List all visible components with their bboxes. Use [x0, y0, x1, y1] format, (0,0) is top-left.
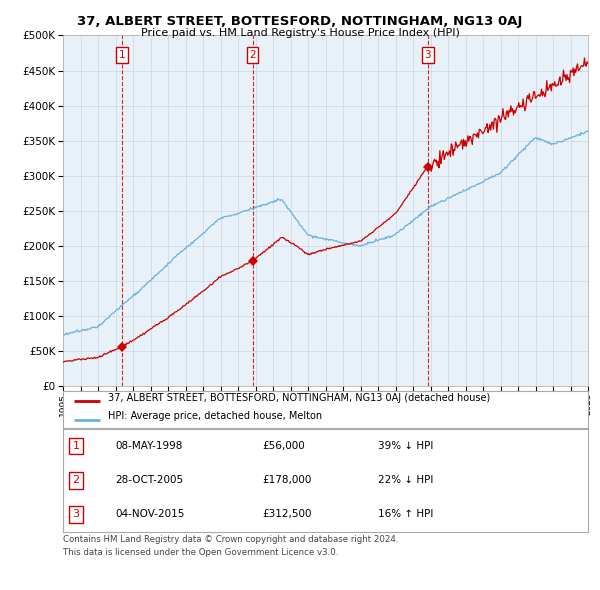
- Text: 08-MAY-1998: 08-MAY-1998: [115, 441, 183, 451]
- Text: 04-NOV-2015: 04-NOV-2015: [115, 510, 185, 519]
- Text: 22% ↓ HPI: 22% ↓ HPI: [378, 476, 433, 485]
- Text: 3: 3: [424, 50, 431, 60]
- Text: 28-OCT-2005: 28-OCT-2005: [115, 476, 184, 485]
- Text: Price paid vs. HM Land Registry's House Price Index (HPI): Price paid vs. HM Land Registry's House …: [140, 28, 460, 38]
- Text: £56,000: £56,000: [263, 441, 305, 451]
- Text: 3: 3: [73, 510, 80, 519]
- Text: £178,000: £178,000: [263, 476, 312, 485]
- Text: 37, ALBERT STREET, BOTTESFORD, NOTTINGHAM, NG13 0AJ: 37, ALBERT STREET, BOTTESFORD, NOTTINGHA…: [77, 15, 523, 28]
- Text: 39% ↓ HPI: 39% ↓ HPI: [378, 441, 433, 451]
- Text: 2: 2: [249, 50, 256, 60]
- Text: This data is licensed under the Open Government Licence v3.0.: This data is licensed under the Open Gov…: [63, 548, 338, 556]
- Text: HPI: Average price, detached house, Melton: HPI: Average price, detached house, Melt…: [107, 411, 322, 421]
- Text: 37, ALBERT STREET, BOTTESFORD, NOTTINGHAM, NG13 0AJ (detached house): 37, ALBERT STREET, BOTTESFORD, NOTTINGHA…: [107, 393, 490, 403]
- Text: 1: 1: [73, 441, 80, 451]
- Text: £312,500: £312,500: [263, 510, 312, 519]
- Text: 2: 2: [73, 476, 80, 485]
- Text: 1: 1: [118, 50, 125, 60]
- Text: 16% ↑ HPI: 16% ↑ HPI: [378, 510, 433, 519]
- Text: Contains HM Land Registry data © Crown copyright and database right 2024.: Contains HM Land Registry data © Crown c…: [63, 535, 398, 543]
